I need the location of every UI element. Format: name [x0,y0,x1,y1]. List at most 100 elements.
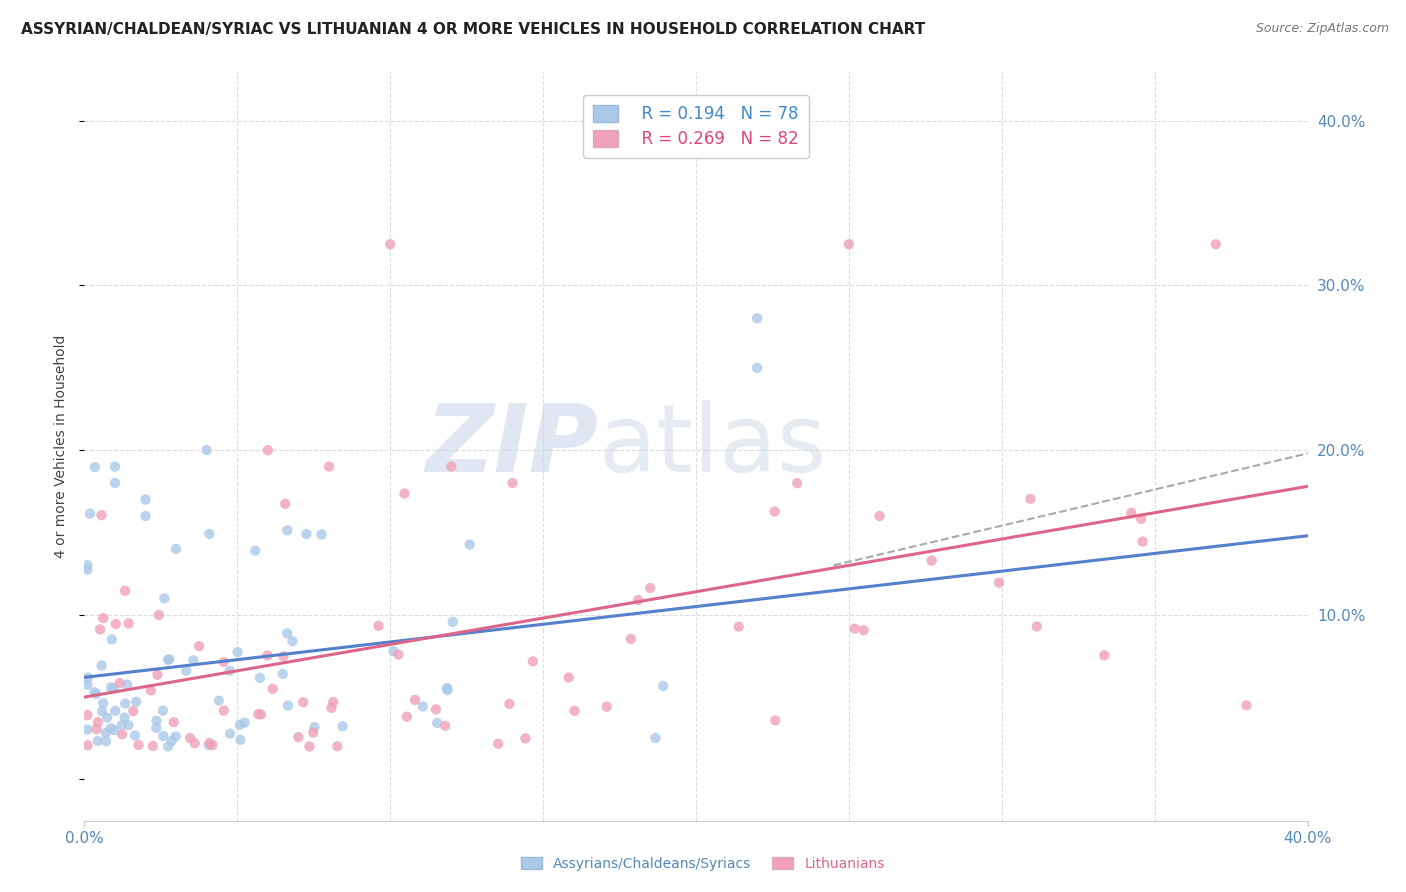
Point [1025,619,1047,633]
Point [94,734,117,748]
Point [91,704,114,718]
Point [844,622,866,636]
Point [292,695,315,709]
Legend: Assyrians/Chaldeans/Syriacs, Lithuanians: Assyrians/Chaldeans/Syriacs, Lithuanians [516,851,890,876]
Point [425,702,447,716]
Point [382,644,405,658]
Point [249,671,271,685]
Point [117,718,139,732]
Point [111,718,134,732]
Point [198,736,221,750]
Point [1236,698,1258,713]
Point [84,687,107,701]
Point [281,634,304,648]
Point [326,739,349,754]
Point [522,655,544,669]
Point [302,725,325,739]
Point [852,624,875,638]
Point [125,695,148,709]
Legend:   R = 0.194   N = 78,   R = 0.269   N = 82: R = 0.194 N = 78, R = 0.269 N = 82 [583,95,808,158]
Point [218,664,240,678]
Point [458,537,481,551]
Point [76,723,98,737]
Point [114,710,136,724]
Point [638,581,661,595]
Point [1205,237,1227,252]
Point [1132,534,1154,549]
Point [148,607,170,622]
Point [515,731,537,746]
Point [117,616,139,631]
Point [620,632,643,646]
Point [627,593,650,607]
Point [1130,512,1153,526]
Point [245,543,267,558]
Point [101,632,124,647]
Point [83,460,105,475]
Point [229,718,252,732]
Y-axis label: 4 or more Vehicles in Household: 4 or more Vehicles in Household [55,334,69,558]
Point [257,443,280,458]
Point [103,681,125,696]
Point [201,738,224,752]
Point [114,697,136,711]
Point [104,459,127,474]
Point [1092,648,1115,663]
Point [250,707,273,722]
Point [276,626,298,640]
Point [108,676,131,690]
Point [226,645,249,659]
Point [104,476,127,491]
Point [276,524,298,538]
Point [256,648,278,663]
Point [157,652,180,666]
Point [76,671,98,685]
Point [91,696,114,710]
Point [440,459,463,474]
Point [747,360,769,375]
Point [498,697,520,711]
Point [277,698,299,713]
Point [395,709,418,723]
Point [987,575,1010,590]
Point [83,685,105,699]
Point [274,497,297,511]
Point [157,653,180,667]
Point [157,739,180,754]
Text: ASSYRIAN/CHALDEAN/SYRIAC VS LITHUANIAN 4 OR MORE VEHICLES IN HOUSEHOLD CORRELATI: ASSYRIAN/CHALDEAN/SYRIAC VS LITHUANIAN 4… [21,22,925,37]
Point [174,664,197,678]
Point [298,739,321,754]
Point [76,678,98,692]
Point [100,681,122,695]
Point [229,732,252,747]
Point [184,736,207,750]
Point [321,701,343,715]
Text: atlas: atlas [598,400,827,492]
Point [104,704,127,718]
Point [139,683,162,698]
Point [91,611,114,625]
Point [135,508,157,523]
Point [142,739,165,753]
Point [115,677,138,691]
Point [198,527,221,541]
Point [124,729,146,743]
Point [564,704,586,718]
Point [262,681,284,696]
Point [146,667,169,681]
Point [188,639,211,653]
Point [198,738,221,752]
Point [295,527,318,541]
Point [747,311,769,326]
Point [212,655,235,669]
Point [763,714,786,728]
Point [212,704,235,718]
Point [219,726,242,740]
Point [208,693,231,707]
Point [103,723,125,738]
Point [153,591,176,606]
Point [195,443,218,458]
Point [145,721,167,735]
Point [111,727,134,741]
Point [271,667,294,681]
